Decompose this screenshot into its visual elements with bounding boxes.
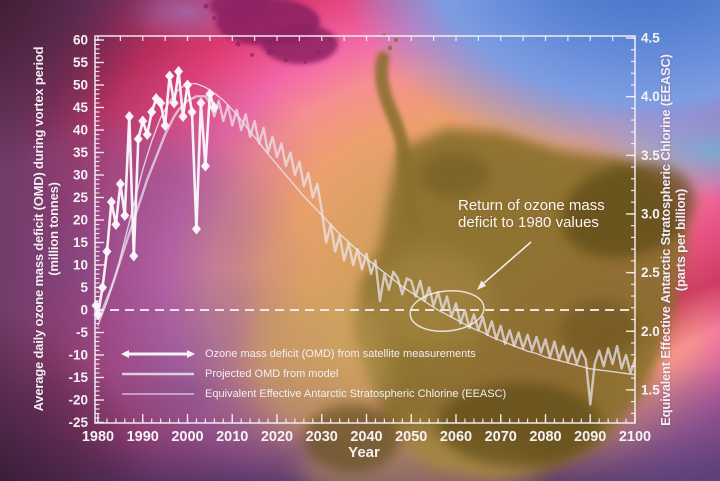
diamond-marker (183, 79, 192, 91)
x-tick-label: 2070 (485, 429, 517, 445)
annotation-line2: deficit to 1980 values (458, 214, 599, 231)
left-tick-label: 0 (80, 303, 88, 318)
series-projected (96, 95, 637, 406)
x-tick-label: 2010 (216, 429, 248, 445)
magenta-speckle-blob (203, 0, 338, 64)
x-tick-label: 2100 (619, 429, 651, 445)
diamond-marker (191, 223, 201, 235)
left-tick-label: 40 (73, 123, 88, 138)
left-axis-title-line2: (million tonnes) (46, 182, 61, 276)
left-tick-label: 55 (73, 55, 89, 70)
annotation-pointer (409, 241, 532, 333)
diamond-marker (93, 309, 103, 320)
series-satellite (91, 66, 219, 320)
left-tick-label: 5 (80, 280, 88, 295)
diamond-marker (124, 111, 134, 122)
right-axis-title: Equivalent Effective Antarctic Stratosph… (658, 54, 688, 426)
annotation-line1: Return of ozone mass (458, 197, 605, 214)
left-axis-title: Average daily ozone mass deficit (OMD) d… (31, 47, 61, 412)
diamond-marker (205, 88, 215, 100)
thin-line-swatch-icon (122, 393, 194, 395)
right-axis-title-line1: Equivalent Effective Antarctic Stratosph… (658, 54, 673, 426)
diamond-marker (165, 70, 175, 82)
right-tick-label: 2.5 (641, 265, 660, 280)
left-tick-label: 25 (73, 190, 89, 205)
right-axis-title-line2: (parts per billion) (673, 188, 688, 292)
annotation-return-to-1980: Return of ozone mass deficit to 1980 val… (458, 197, 605, 231)
annotation-arrow-line (483, 241, 532, 284)
diamond-marker (120, 210, 130, 221)
x-tick-label: 2080 (529, 429, 561, 445)
left-tick-label: 50 (73, 78, 88, 93)
legend-item-satellite: Ozone mass deficit (OMD) from satellite … (120, 347, 506, 361)
diamond-marker (138, 115, 148, 127)
legend-item-eeasc: Equivalent Effective Antarctic Stratosph… (120, 387, 506, 401)
diamond-marker (196, 97, 206, 109)
diamond-marker (169, 97, 179, 109)
x-tick-label: 2030 (306, 429, 338, 445)
x-tick-label: 2090 (574, 429, 606, 445)
chart-legend: Ozone mass deficit (OMD) from satellite … (120, 347, 506, 407)
diamond-marker (209, 102, 219, 113)
right-axis-ticks: 4.5 4.0 3.5 3.0 2.5 2.0 1.5 (626, 31, 660, 414)
diamond-marker (147, 106, 157, 118)
diamond-marker (187, 106, 197, 118)
thick-line-swatch-icon (122, 372, 194, 376)
diamond-marker (97, 282, 107, 293)
x-axis-title: Year (348, 444, 380, 461)
left-axis-title-line1: Average daily ozone mass deficit (OMD) d… (31, 46, 46, 412)
diamond-marker (178, 111, 188, 122)
legend-item-projected: Projected OMD from model (120, 367, 506, 381)
x-tick-label: 1990 (127, 429, 159, 445)
left-tick-label: -10 (68, 348, 88, 363)
diamond-marker (115, 178, 125, 190)
x-axis-ticks: 1980 1990 2000 2010 2020 2030 2040 2050 2060 2070… (82, 36, 651, 445)
left-tick-label: 20 (73, 213, 88, 228)
left-tick-label: 15 (73, 235, 89, 250)
left-tick-label: 60 (73, 33, 88, 48)
diamond-marker (200, 160, 210, 172)
left-tick-label: -15 (68, 370, 88, 385)
left-tick-label: -5 (76, 325, 88, 340)
x-tick-label: 2040 (350, 429, 382, 445)
right-tick-label: 4.5 (641, 31, 660, 46)
right-tick-label: 4.0 (641, 89, 660, 104)
left-tick-label: 35 (73, 145, 89, 160)
x-tick-label: 2060 (440, 429, 472, 445)
antarctic-peninsula (375, 51, 423, 233)
diamond-marker (174, 66, 184, 77)
diamond-marker (91, 300, 101, 311)
diamond-marker (129, 250, 139, 262)
diamond-marker (160, 120, 170, 131)
diamond-marker (111, 219, 121, 230)
right-tick-label: 2.0 (641, 324, 660, 339)
highlight-ellipse (409, 289, 485, 333)
legend-label-projected: Projected OMD from model (205, 368, 339, 380)
left-tick-label: 30 (73, 168, 88, 183)
left-tick-label: -20 (68, 393, 88, 408)
x-tick-label: 2020 (261, 429, 293, 445)
annotation-arrowhead-icon (477, 280, 487, 290)
left-tick-label: 45 (73, 100, 89, 115)
x-tick-label: 2000 (171, 429, 203, 445)
diamond-marker (106, 196, 116, 208)
legend-label-satellite: Ozone mass deficit (OMD) from satellite … (205, 348, 476, 360)
right-tick-label: 3.0 (641, 206, 660, 221)
diamond-marker (156, 97, 166, 109)
right-tick-label: 1.5 (641, 382, 660, 397)
diamond-marker (102, 246, 112, 257)
left-tick-label: 10 (73, 258, 88, 273)
diamond-marker (142, 129, 152, 140)
diamond-marker (133, 133, 143, 145)
legend-label-eeasc: Equivalent Effective Antarctic Stratosph… (205, 388, 507, 400)
right-tick-label: 3.5 (641, 148, 660, 163)
left-tick-label: -25 (68, 415, 88, 430)
x-tick-label: 2050 (395, 429, 427, 445)
diamond-line-swatch-icon (121, 350, 195, 358)
x-tick-label: 1980 (82, 429, 114, 445)
